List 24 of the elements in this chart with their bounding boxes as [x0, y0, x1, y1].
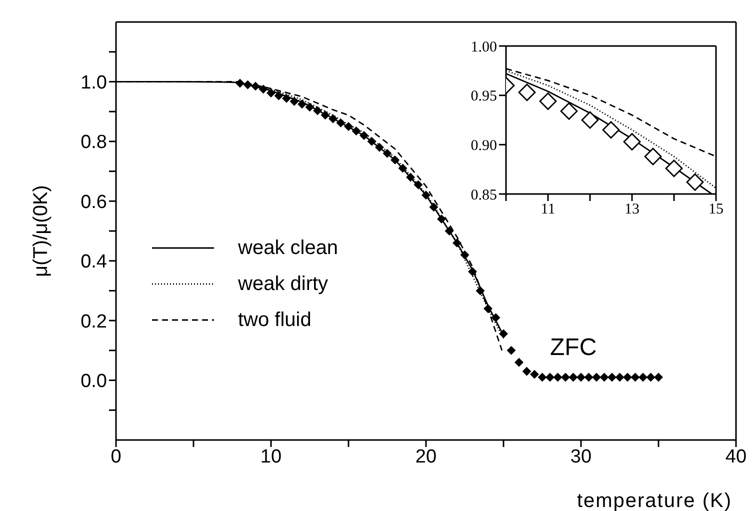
x-tick-label: 0 [110, 446, 122, 468]
x-tick-label: 30 [570, 446, 592, 468]
y-tick-label: 1.00 [470, 39, 497, 56]
y-tick-label: 0.0 [80, 371, 107, 392]
x-tick-label: 40 [725, 446, 747, 468]
y-tick-label: 0.90 [470, 138, 497, 154]
y-tick-label: 0.8 [80, 132, 107, 154]
x-tick-label: 11 [540, 202, 556, 218]
x-tick-label: 20 [415, 446, 437, 468]
legend-label: two fluid [238, 308, 312, 332]
y-tick-label: 0.95 [470, 88, 497, 105]
legend-label: weak clean [238, 236, 338, 260]
y-axis-title: μ(T)/μ(0K) [30, 185, 52, 277]
y-tick-label: 0.6 [80, 192, 107, 213]
y-tick-label: 0.2 [80, 311, 107, 332]
y-tick-label: 1.0 [80, 72, 107, 94]
legend-label: weak dirty [238, 272, 328, 296]
x-tick-label: 15 [708, 202, 724, 218]
annotation: ZFC [550, 334, 597, 362]
y-tick-label: 0.85 [470, 187, 497, 204]
y-tick-label: 0.4 [80, 252, 108, 273]
x-tick-label: 10 [260, 446, 282, 468]
x-tick-label: 13 [624, 202, 640, 218]
x-axis-title: temperature (K) [576, 490, 732, 511]
